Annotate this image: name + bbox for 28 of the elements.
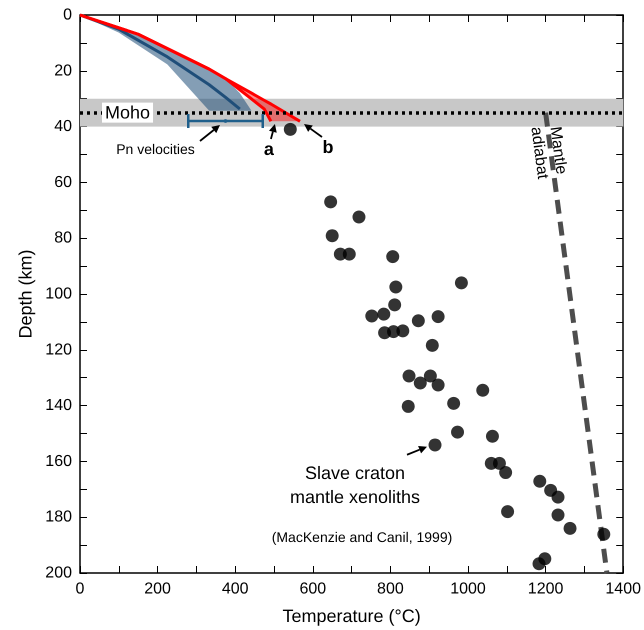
y-tick-label: 140 — [45, 397, 72, 414]
y-tick-label: 200 — [45, 564, 72, 582]
annotation: (MacKenzie and Canil, 1999) — [272, 529, 452, 545]
x-tick-label: 400 — [222, 580, 249, 598]
ref-line-label: Moho — [105, 102, 150, 123]
y-tick-label: 100 — [45, 286, 72, 302]
annotation: Mantle adiabat — [527, 126, 570, 181]
y-axis-title: Depth (km) — [15, 249, 36, 339]
y-tick-label: 20 — [54, 62, 72, 80]
x-tick-label: 1000 — [450, 580, 486, 598]
x-tick-label: 1200 — [528, 580, 564, 598]
annotation: a — [264, 139, 275, 160]
x-tick-label: 1400 — [605, 580, 642, 598]
x-tick-label: 800 — [377, 580, 404, 598]
annotation: Slave craton mantle xenoliths — [290, 462, 420, 507]
x-tick-label: 200 — [144, 580, 172, 598]
x-axis-title: Temperature (°C) — [282, 606, 421, 626]
y-tick-label: 160 — [45, 452, 72, 470]
x-tick-label: 0 — [76, 580, 85, 598]
y-tick-label: 60 — [54, 174, 72, 191]
y-tick-label: 80 — [54, 230, 72, 247]
annotation: b — [322, 137, 334, 158]
annotation: Pn velocities — [116, 141, 195, 158]
y-tick-label: 40 — [54, 118, 72, 136]
y-tick-label: 180 — [45, 508, 72, 526]
y-tick-label: 120 — [45, 341, 72, 358]
y-tick-label: 0 — [63, 6, 72, 24]
x-tick-label: 600 — [299, 580, 326, 598]
